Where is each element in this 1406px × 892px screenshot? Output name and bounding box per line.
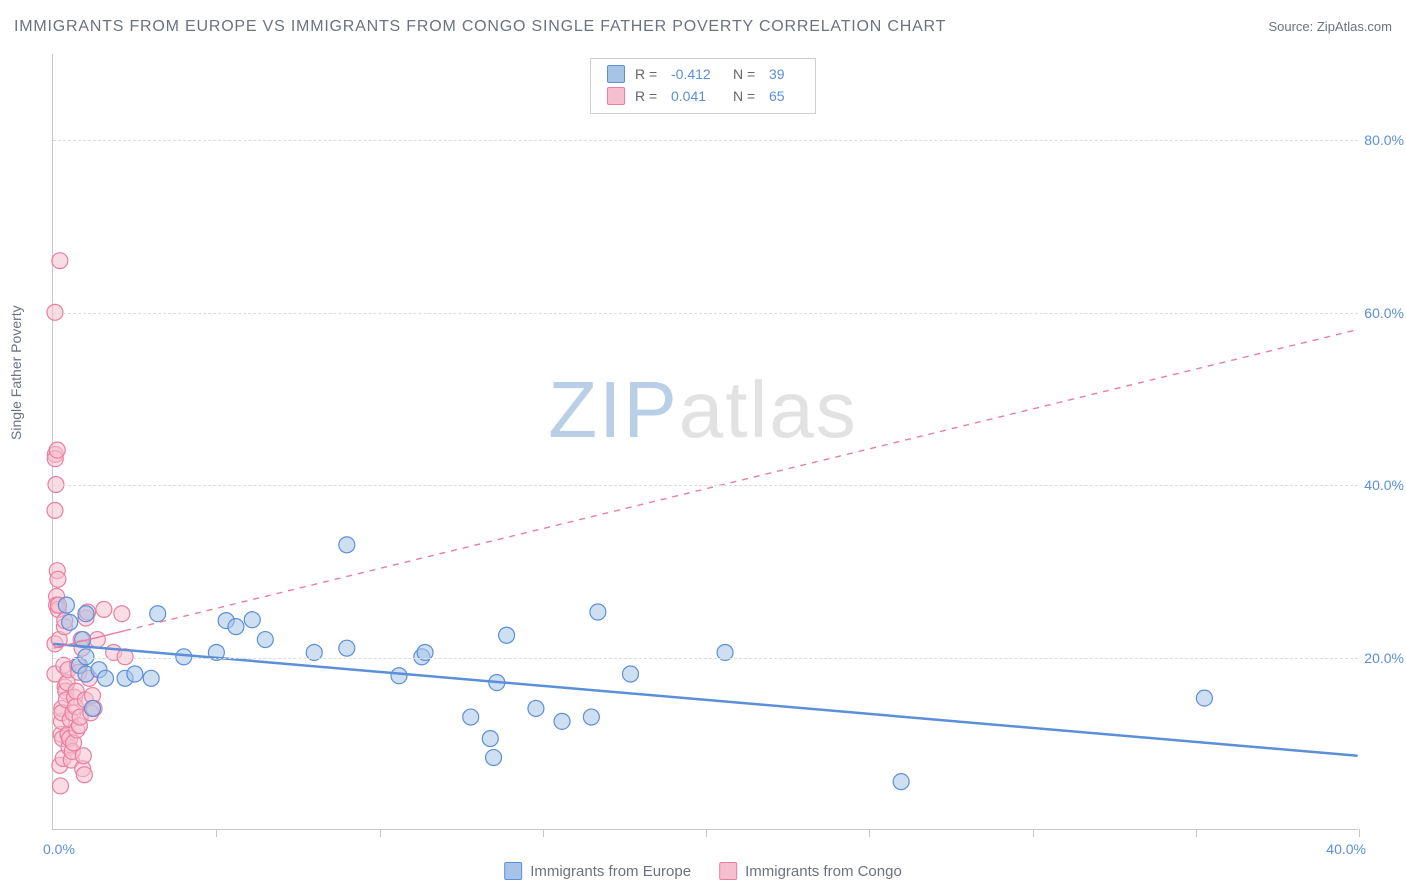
europe-point — [84, 700, 100, 716]
y-tick-label: 60.0% — [1364, 305, 1404, 321]
x-tick — [706, 829, 707, 837]
chart-title: IMMIGRANTS FROM EUROPE VS IMMIGRANTS FRO… — [14, 18, 946, 36]
europe-point — [528, 700, 544, 716]
source-attribution: Source: ZipAtlas.com — [1268, 19, 1392, 34]
europe-point — [150, 606, 166, 622]
legend-swatch-congo — [719, 862, 737, 880]
europe-point — [339, 537, 355, 553]
congo-point — [53, 778, 69, 794]
congo-point — [52, 253, 68, 269]
europe-point — [482, 731, 498, 747]
europe-point — [78, 606, 94, 622]
europe-point — [98, 670, 114, 686]
europe-point — [391, 668, 407, 684]
y-tick-label: 40.0% — [1364, 477, 1404, 493]
title-bar: IMMIGRANTS FROM EUROPE VS IMMIGRANTS FRO… — [14, 18, 1392, 36]
congo-point — [75, 748, 91, 764]
congo-trendline-dashed — [125, 330, 1358, 631]
correlation-legend: R = -0.412 N = 39 R = 0.041 N = 65 — [590, 58, 816, 114]
chart-area: 0.0% 40.0% 20.0%40.0%60.0%80.0% — [52, 54, 1358, 830]
y-tick-label: 80.0% — [1364, 132, 1404, 148]
legend-swatch-europe — [607, 65, 625, 83]
europe-point — [590, 604, 606, 620]
europe-point — [127, 666, 143, 682]
europe-point — [623, 666, 639, 682]
europe-point — [554, 713, 570, 729]
congo-point — [76, 767, 92, 783]
legend-item-europe: Immigrants from Europe — [504, 862, 691, 880]
legend-r-label: R = — [635, 66, 665, 82]
legend-label-europe: Immigrants from Europe — [530, 863, 691, 880]
congo-point — [96, 601, 112, 617]
x-tick — [869, 829, 870, 837]
legend-n-value: 65 — [769, 88, 799, 104]
x-tick — [380, 829, 381, 837]
congo-point — [47, 502, 63, 518]
y-axis-label: Single Father Poverty — [8, 305, 24, 440]
x-tick — [216, 829, 217, 837]
europe-trendline — [53, 644, 1357, 756]
europe-point — [228, 619, 244, 635]
europe-point — [893, 774, 909, 790]
gridline — [53, 485, 1358, 486]
legend-n-value: 39 — [769, 66, 799, 82]
legend-label-congo: Immigrants from Congo — [745, 863, 902, 880]
europe-point — [583, 709, 599, 725]
y-tick-label: 20.0% — [1364, 650, 1404, 666]
europe-point — [257, 632, 273, 648]
x-tick — [1033, 829, 1034, 837]
x-tick-label-max: 40.0% — [1326, 841, 1366, 857]
europe-point — [1196, 690, 1212, 706]
europe-point — [62, 614, 78, 630]
series-legend: Immigrants from Europe Immigrants from Co… — [504, 862, 902, 880]
congo-point — [49, 442, 65, 458]
gridline — [53, 658, 1358, 659]
scatter-plot-svg — [53, 54, 1358, 829]
x-tick — [543, 829, 544, 837]
legend-n-label: N = — [733, 88, 763, 104]
europe-point — [143, 670, 159, 686]
source-value: ZipAtlas.com — [1317, 19, 1392, 34]
legend-n-label: N = — [733, 66, 763, 82]
source-label: Source: — [1268, 19, 1316, 34]
legend-r-label: R = — [635, 88, 665, 104]
legend-r-value: -0.412 — [671, 66, 727, 82]
legend-r-value: 0.041 — [671, 88, 727, 104]
legend-swatch-europe — [504, 862, 522, 880]
x-tick — [1359, 829, 1360, 837]
europe-point — [463, 709, 479, 725]
gridline — [53, 313, 1358, 314]
gridline — [53, 140, 1358, 141]
congo-point — [89, 632, 105, 648]
congo-point — [50, 571, 66, 587]
europe-point — [499, 627, 515, 643]
legend-swatch-congo — [607, 87, 625, 105]
europe-point — [58, 597, 74, 613]
congo-point — [114, 606, 130, 622]
legend-item-congo: Immigrants from Congo — [719, 862, 902, 880]
europe-point — [244, 612, 260, 628]
europe-point — [486, 750, 502, 766]
x-tick — [1196, 829, 1197, 837]
europe-point — [339, 640, 355, 656]
x-tick-label-min: 0.0% — [43, 841, 75, 857]
